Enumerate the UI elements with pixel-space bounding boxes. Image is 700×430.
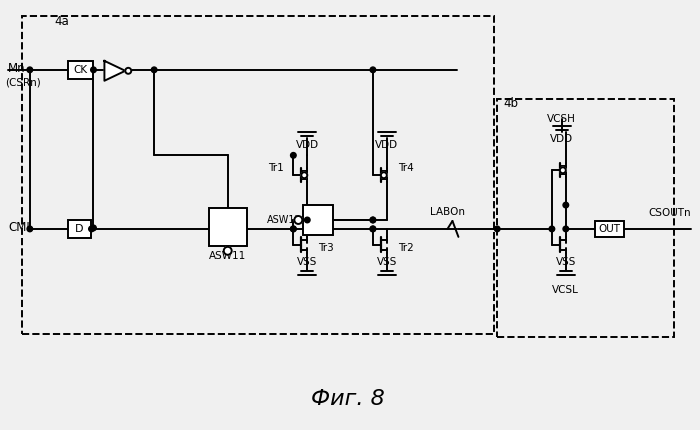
Bar [68, 220, 92, 238]
Circle shape [89, 226, 95, 232]
Bar [209, 208, 246, 246]
Circle shape [563, 226, 568, 232]
Circle shape [290, 226, 296, 232]
Circle shape [304, 217, 310, 223]
Text: Tr1: Tr1 [267, 163, 284, 173]
Text: VSS: VSS [556, 257, 576, 267]
Text: VSS: VSS [377, 257, 397, 267]
Text: Tr3: Tr3 [318, 243, 334, 253]
Circle shape [27, 226, 33, 232]
Text: VDD: VDD [375, 140, 398, 150]
Circle shape [27, 67, 33, 73]
Text: VDD: VDD [295, 140, 318, 150]
Text: Mn: Mn [8, 62, 26, 75]
Circle shape [290, 226, 296, 232]
Circle shape [549, 226, 554, 232]
Text: CSOUTn: CSOUTn [648, 208, 691, 218]
Circle shape [370, 217, 376, 223]
Circle shape [301, 172, 307, 178]
Circle shape [91, 67, 97, 73]
Circle shape [370, 226, 376, 232]
Bar [68, 61, 94, 79]
Text: ASW11: ASW11 [209, 251, 246, 261]
Circle shape [494, 226, 500, 232]
Text: VSS: VSS [297, 257, 318, 267]
Circle shape [91, 225, 97, 231]
Text: (CSRn): (CSRn) [5, 78, 41, 88]
Text: VDD: VDD [550, 135, 573, 144]
Text: CMI: CMI [8, 221, 29, 234]
Bar [595, 221, 624, 237]
Text: LABOn: LABOn [430, 207, 465, 217]
Circle shape [381, 172, 387, 178]
Bar [303, 205, 333, 235]
Circle shape [370, 226, 376, 232]
Circle shape [294, 216, 302, 224]
Polygon shape [104, 61, 125, 81]
Bar [22, 16, 494, 335]
Circle shape [563, 202, 568, 208]
Circle shape [370, 217, 376, 223]
Text: VCSH: VCSH [547, 114, 576, 123]
Text: Фиг. 8: Фиг. 8 [312, 389, 385, 409]
Circle shape [151, 67, 157, 73]
Text: Tr2: Tr2 [398, 243, 414, 253]
Circle shape [290, 153, 296, 158]
Text: ASW12: ASW12 [267, 215, 301, 225]
Text: D: D [76, 224, 84, 234]
Text: VCSL: VCSL [552, 285, 580, 295]
Text: 4a: 4a [55, 15, 69, 28]
Text: 4b: 4b [503, 97, 518, 110]
Text: Tr4: Tr4 [398, 163, 414, 173]
Circle shape [560, 167, 566, 173]
Circle shape [370, 67, 376, 73]
Circle shape [224, 247, 232, 255]
Text: CK: CK [74, 65, 88, 75]
Text: OUT: OUT [598, 224, 621, 234]
Bar [497, 98, 674, 337]
Circle shape [125, 68, 132, 74]
